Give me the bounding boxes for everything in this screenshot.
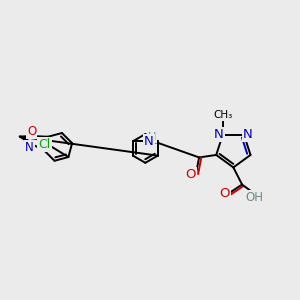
Text: CH₃: CH₃ [214,110,233,120]
Text: Cl: Cl [38,138,51,151]
Text: N: N [214,128,224,141]
Text: H: H [148,132,156,142]
Text: N: N [243,128,253,141]
Text: N: N [144,135,154,148]
Text: O: O [27,125,36,139]
Text: N: N [25,141,34,154]
Text: O: O [185,168,196,182]
Text: O: O [219,188,230,200]
Text: OH: OH [245,191,263,204]
